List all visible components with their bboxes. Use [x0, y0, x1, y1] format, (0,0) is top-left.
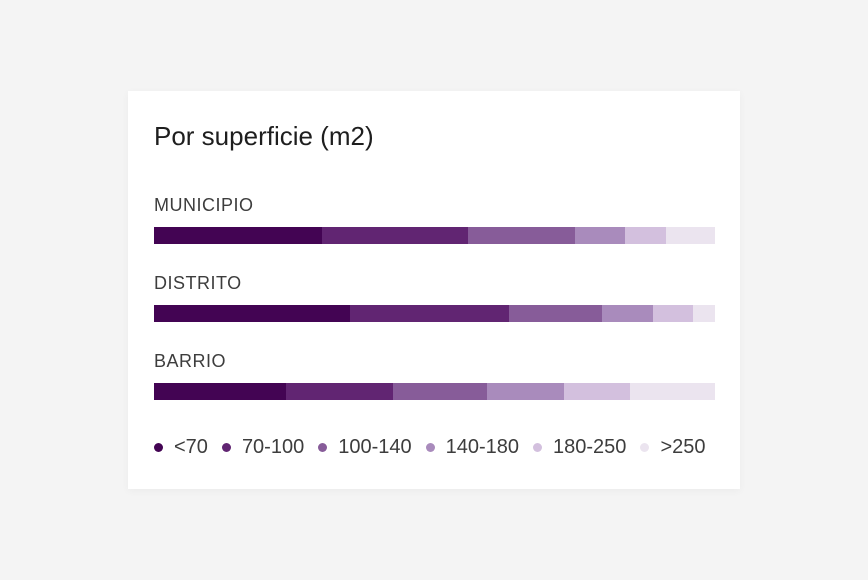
category-label: DISTRITO [154, 273, 242, 293]
stacked-bar-municipio [154, 227, 715, 244]
legend-item: >250 [640, 436, 706, 459]
bar-segment [575, 227, 625, 244]
bar-segment [564, 383, 630, 400]
bar-segment [154, 305, 350, 322]
legend-swatch [533, 443, 543, 452]
legend-label: 70-100 [241, 436, 305, 458]
bar-segment [602, 305, 653, 322]
bar-segment [509, 305, 602, 322]
bar-segment [630, 383, 715, 400]
bar-segment [666, 227, 715, 244]
category-label: MUNICIPIO [154, 195, 254, 215]
bar-segment [653, 305, 693, 322]
legend-label: 140-180 [445, 436, 520, 458]
chart-card: Por superficie (m2) MUNICIPIO DISTRITO B… [128, 91, 740, 489]
bar-segment [154, 227, 322, 244]
chart-title: Por superficie (m2) [154, 121, 374, 151]
bar-segment [468, 227, 575, 244]
bar-group-barrio: BARRIO [154, 351, 715, 400]
legend-item: 70-100 [221, 436, 305, 459]
bar-segment [322, 227, 468, 244]
bar-group-distrito: DISTRITO [154, 273, 715, 322]
bar-segment [693, 305, 715, 322]
bar-segment [154, 383, 286, 400]
bar-segment [286, 383, 393, 400]
chart-legend: <70 70-100 100-140 140-180 180-250 >250 [154, 436, 729, 459]
bar-segment [487, 383, 564, 400]
legend-swatch [318, 443, 328, 452]
bar-segment [625, 227, 666, 244]
bar-segment [350, 305, 509, 322]
legend-item: <70 [154, 436, 208, 459]
legend-label: >250 [660, 436, 706, 458]
stacked-bar-distrito [154, 305, 715, 322]
legend-swatch [221, 443, 231, 452]
legend-label: <70 [174, 436, 208, 458]
legend-item: 180-250 [533, 436, 626, 459]
legend-item: 100-140 [318, 436, 412, 459]
category-label: BARRIO [154, 351, 227, 371]
legend-label: 100-140 [338, 436, 412, 458]
legend-swatch [425, 443, 435, 452]
legend-swatch [154, 443, 163, 452]
legend-item: 140-180 [425, 436, 520, 459]
stacked-bar-barrio [154, 383, 715, 400]
bar-segment [393, 383, 487, 400]
legend-label: 180-250 [553, 436, 627, 458]
legend-swatch [640, 443, 650, 452]
bar-group-municipio: MUNICIPIO [154, 195, 715, 244]
